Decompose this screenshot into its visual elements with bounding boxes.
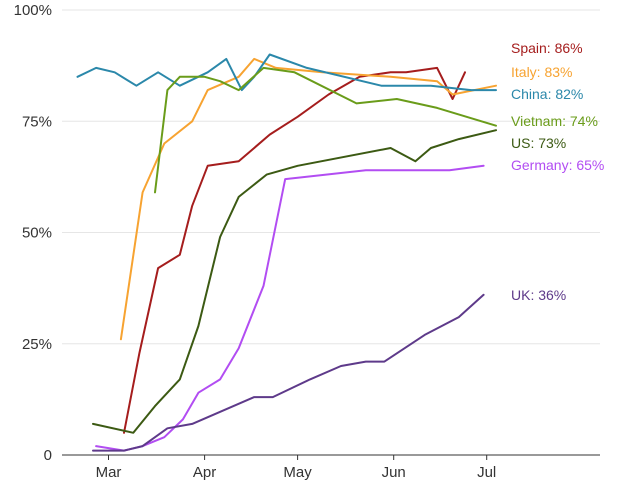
x-tick-label: Apr (193, 464, 216, 481)
series-label-us: US: 73% (511, 135, 566, 151)
series-line-china (76, 53, 497, 92)
y-tick-label: 50% (22, 225, 52, 242)
y-tick-label: 0 (44, 447, 52, 464)
x-axis-ticks: Mar Apr May Jun Jul (96, 455, 496, 481)
y-tick-label: 25% (22, 336, 52, 353)
series-label-uk: UK: 36% (511, 287, 566, 303)
x-tick-label: May (283, 464, 312, 481)
series-label-vietnam: Vietnam: 74% (511, 113, 598, 129)
series-label-italy: Italy: 83% (511, 64, 572, 80)
series-label-china: China: 82% (511, 86, 583, 102)
series-line-spain (123, 66, 466, 434)
y-tick-label: 100% (14, 2, 52, 19)
series-line-us (92, 129, 497, 434)
series-lines (76, 53, 497, 452)
x-tick-label: Jul (477, 464, 496, 481)
x-tick-label: Jun (382, 464, 406, 481)
series-label-spain: Spain: 86% (511, 40, 583, 56)
series-end-labels: Spain: 86% Italy: 83% China: 82% Vietnam: 7… (511, 40, 604, 303)
y-axis-ticks: 0 25% 50% 75% 100% (14, 2, 52, 464)
series-line-italy (119, 57, 497, 341)
x-tick-label: Mar (96, 464, 122, 481)
series-line-uk (92, 293, 485, 452)
y-tick-label: 75% (22, 113, 52, 130)
series-label-germany: Germany: 65% (511, 157, 604, 173)
series-line-vietnam (154, 66, 497, 194)
grid-lines (62, 9, 600, 456)
